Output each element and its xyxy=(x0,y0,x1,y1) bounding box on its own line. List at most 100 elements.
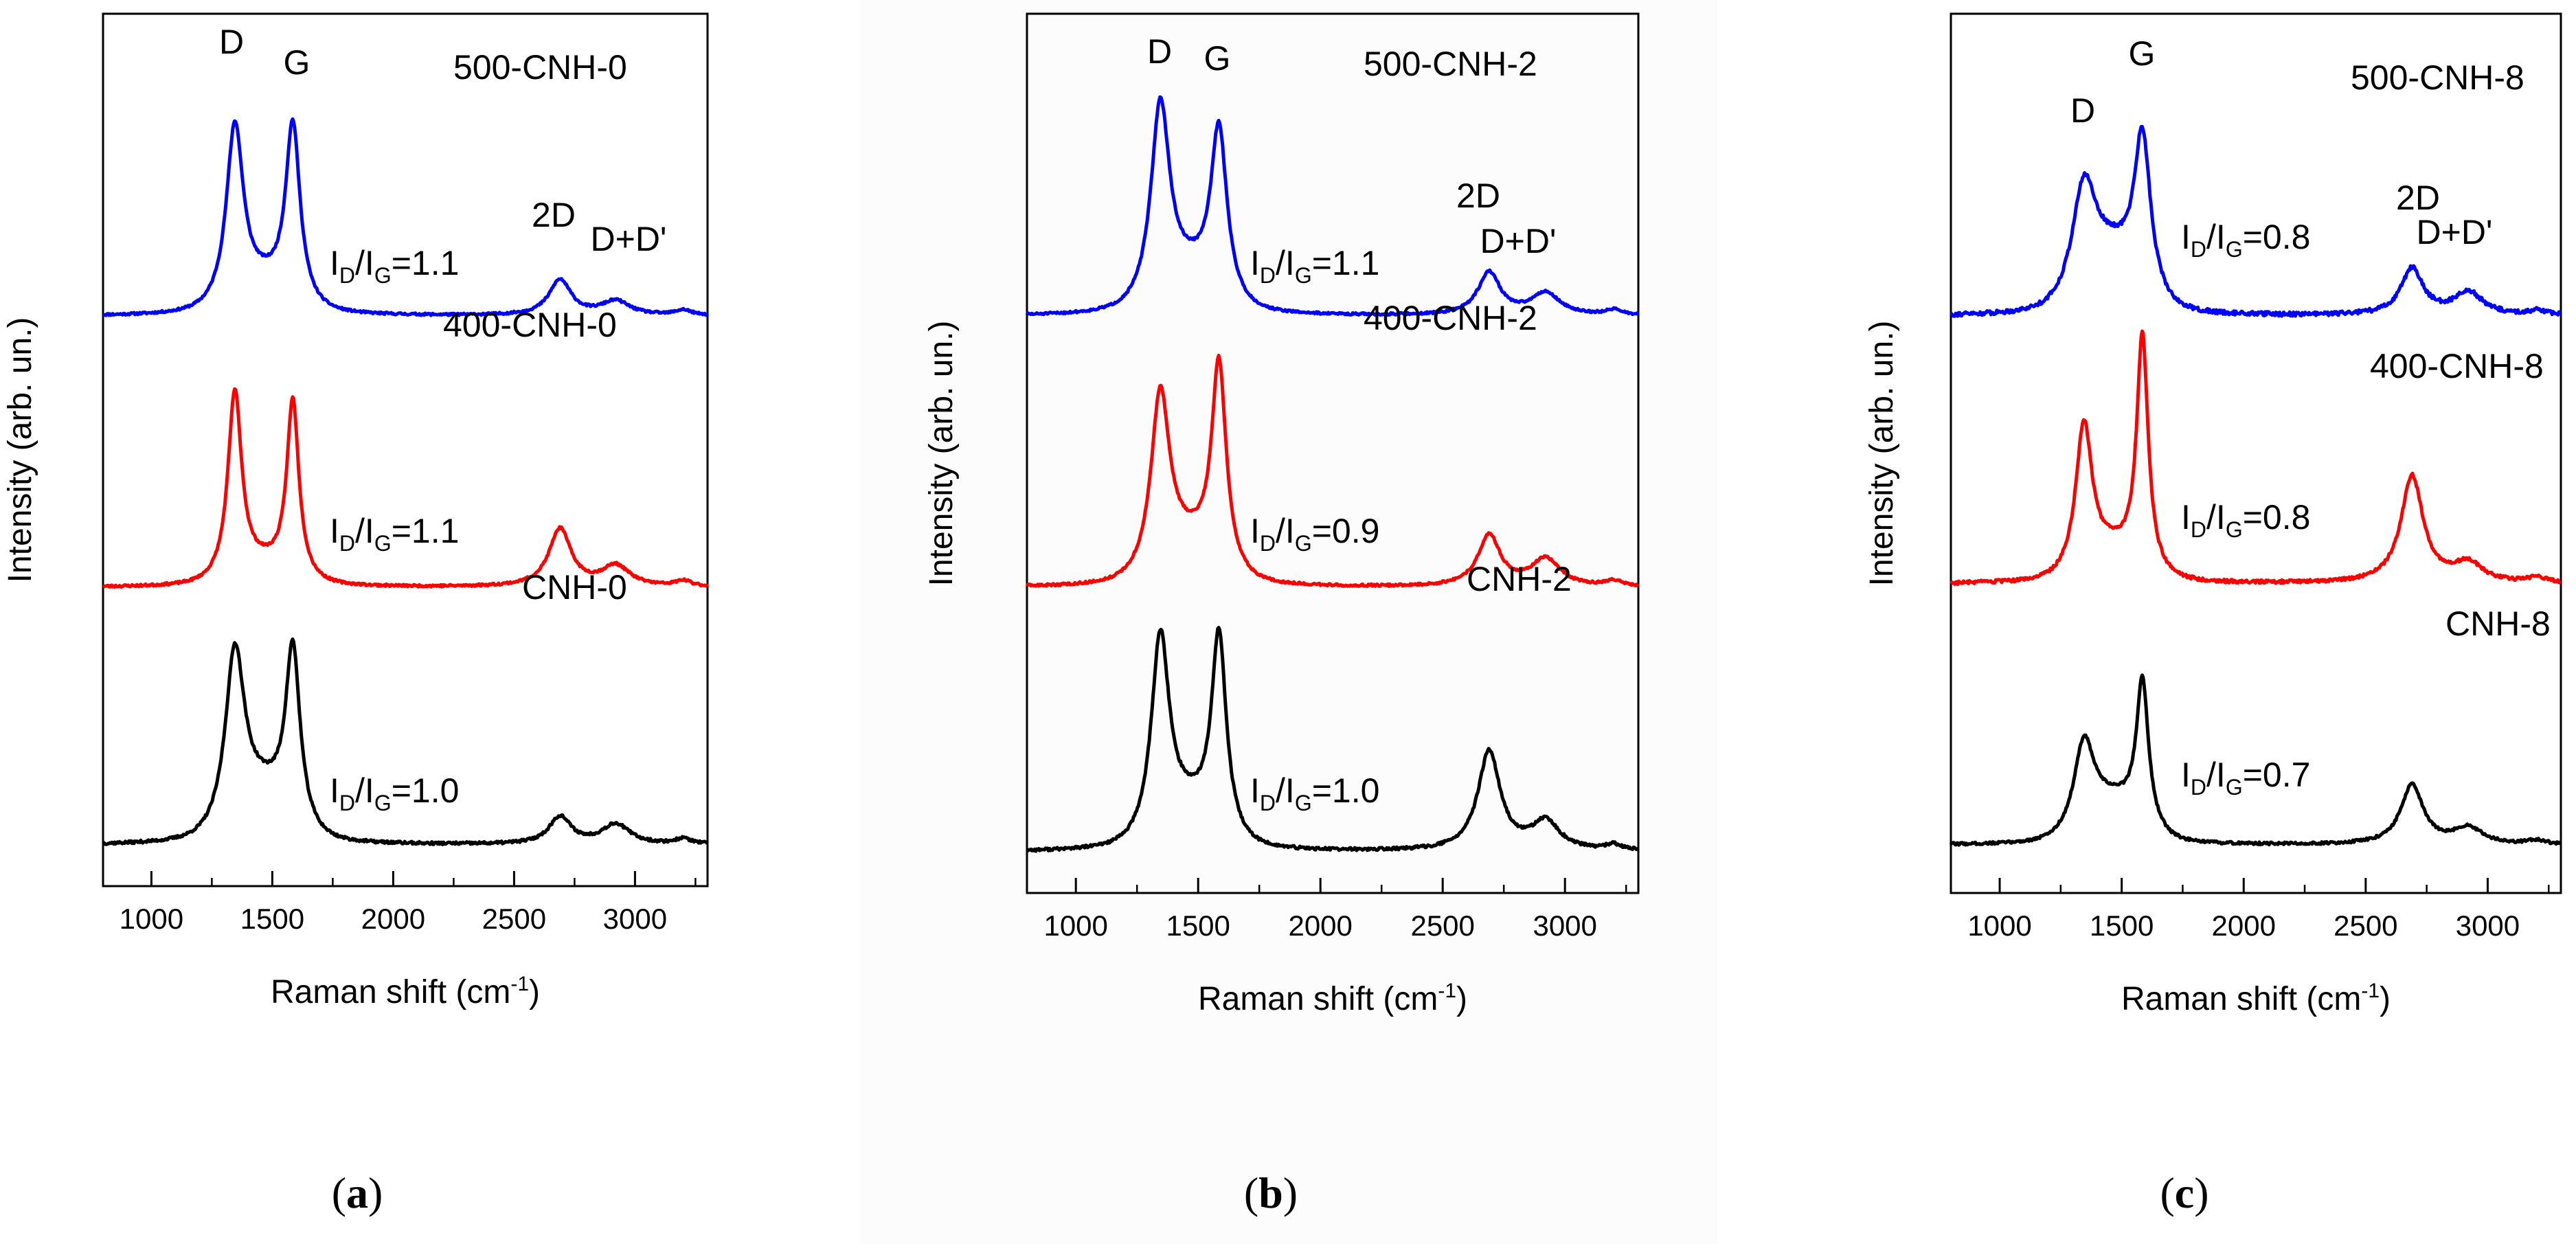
x-axis-label-suffix: ) xyxy=(2380,981,2391,1017)
x-tick-label: 2000 xyxy=(2212,909,2276,942)
series-name: 500-CNH-0 xyxy=(453,48,627,87)
ratio-sub-g: G xyxy=(2226,775,2243,800)
peak-label: D+D' xyxy=(1480,222,1557,260)
series-line xyxy=(102,637,709,846)
ratio-value: =0.9 xyxy=(1312,512,1380,550)
x-tick-label: 2000 xyxy=(361,903,425,935)
ratio-sub-d: D xyxy=(339,791,355,815)
x-axis-label-sup: -1 xyxy=(510,973,529,995)
ratio-i: I xyxy=(1250,512,1260,550)
ratio-i: I xyxy=(1250,771,1260,810)
ratio-value: =0.8 xyxy=(2243,498,2311,536)
panel-a: 1000 1500 2000 2500 3000 Raman shift (cm-1) In… xyxy=(0,0,859,1244)
x-tick-label: 1000 xyxy=(1043,909,1107,942)
x-axis-label-suffix: ) xyxy=(529,974,540,1010)
x-tick-label: 2500 xyxy=(1410,909,1474,942)
peak-label: 2D xyxy=(532,196,576,234)
x-tick-label: 1000 xyxy=(120,903,183,935)
x-tick-label: 2000 xyxy=(1288,909,1352,942)
ratio-i: I xyxy=(1250,244,1260,282)
ratio-value: =1.1 xyxy=(1312,244,1380,282)
id-ig-ratio: ID/IG=0.8 xyxy=(2181,218,2310,262)
y-axis-label: Intensity (arb. un.) xyxy=(1864,321,1900,587)
id-ig-ratio: ID/IG=0.8 xyxy=(2181,498,2310,542)
series-name: 500-CNH-8 xyxy=(2351,58,2524,97)
ratio-sub-d: D xyxy=(1260,531,1276,556)
id-ig-ratio: ID/IG=1.1 xyxy=(330,512,459,556)
ratio-sub-d: D xyxy=(339,263,355,288)
panel-c: 1000 1500 2000 2500 3000 Raman shift (cm-1) In… xyxy=(1717,0,2576,1244)
ratio-slash: /I xyxy=(355,244,374,282)
series-line xyxy=(1025,353,1640,588)
ratio-sub-d: D xyxy=(2191,237,2206,262)
series-line xyxy=(102,387,709,589)
ratio-sub-d: D xyxy=(2191,517,2206,542)
ratio-sub-d: D xyxy=(1260,263,1276,288)
ratio-slash: /I xyxy=(1276,244,1295,282)
x-axis-label: Raman shift (cm-1) xyxy=(1198,980,1467,1017)
ratio-i: I xyxy=(2181,498,2191,536)
ratio-value: =1.1 xyxy=(392,244,460,282)
series-name: CNH-2 xyxy=(1467,560,1572,598)
ratio-i: I xyxy=(330,512,339,550)
series-line xyxy=(1950,329,2562,587)
x-tick-label: 3000 xyxy=(2456,909,2520,942)
series-name: CNH-0 xyxy=(522,568,627,607)
ratio-sub-g: G xyxy=(2226,517,2243,542)
ratio-sub-g: G xyxy=(1295,531,1312,556)
caption-a: (a) xyxy=(331,1168,383,1217)
x-axis-label-sup: -1 xyxy=(2361,980,2380,1002)
series-line xyxy=(1026,626,1640,853)
id-ig-ratio: ID/IG=1.0 xyxy=(1250,771,1379,815)
ratio-slash: /I xyxy=(355,771,374,810)
ratio-value: =0.7 xyxy=(2243,756,2311,794)
ratio-sub-g: G xyxy=(2226,237,2243,262)
chart-c: 1000 1500 2000 2500 3000 Raman shift (cm-1) In… xyxy=(1864,12,2562,1017)
ratio-sub-d: D xyxy=(339,531,355,556)
series-name: 400-CNH-0 xyxy=(443,306,617,344)
plot-frame xyxy=(1026,12,1640,894)
chart-a: 1000 1500 2000 2500 3000 Raman shift (cm-1) In… xyxy=(2,12,710,1010)
ratio-sub-d: D xyxy=(1260,791,1276,815)
ratio-slash: /I xyxy=(2206,498,2226,536)
chart-b: 1000 1500 2000 2500 3000 Raman shift (cm-1) In… xyxy=(923,12,1640,1017)
peak-label: D+D' xyxy=(591,220,667,258)
x-axis-label: Raman shift (cm-1) xyxy=(271,973,540,1010)
series-line xyxy=(102,117,710,317)
ratio-sub-g: G xyxy=(1295,791,1312,815)
x-tick-label: 3000 xyxy=(1533,909,1596,942)
x-axis-label-sup: -1 xyxy=(1438,980,1456,1002)
ratio-sub-g: G xyxy=(374,263,392,288)
panel-b: 1000 1500 2000 2500 3000 Raman shift (cm-1) In… xyxy=(859,0,1717,1244)
plot-frame xyxy=(1950,12,2562,894)
ratio-value: =0.8 xyxy=(2243,218,2311,256)
ratio-slash: /I xyxy=(1276,512,1295,550)
ratio-value: =1.1 xyxy=(392,512,460,550)
caption-c: (c) xyxy=(2160,1168,2209,1217)
x-tick-label: 1000 xyxy=(1967,909,2031,942)
ratio-slash: /I xyxy=(2206,756,2226,794)
x-tick-label: 1500 xyxy=(1166,909,1230,942)
plot-frame xyxy=(102,12,709,887)
x-tick-label: 1500 xyxy=(240,903,304,935)
series-name: 400-CNH-2 xyxy=(1364,299,1537,337)
x-axis-label-suffix: ) xyxy=(1456,981,1467,1017)
peak-label: 2D xyxy=(2396,179,2440,217)
caption-b: (b) xyxy=(1243,1168,1298,1217)
id-ig-ratio: ID/IG=1.1 xyxy=(1250,244,1379,288)
x-tick-label: 3000 xyxy=(603,903,667,935)
peak-label: G xyxy=(1204,39,1231,78)
ratio-i: I xyxy=(2181,218,2191,256)
id-ig-ratio: ID/IG=1.1 xyxy=(330,244,459,288)
ratio-i: I xyxy=(330,244,339,282)
peak-label: G xyxy=(284,43,310,82)
peak-label: D xyxy=(1147,32,1172,71)
y-axis-label: Intensity (arb. un.) xyxy=(923,321,960,587)
series-name: CNH-8 xyxy=(2445,604,2551,643)
x-tick-label: 2500 xyxy=(2334,909,2397,942)
x-axis-label: Raman shift (cm-1) xyxy=(2121,980,2391,1017)
x-tick-label: 2500 xyxy=(482,903,546,935)
id-ig-ratio: ID/IG=0.7 xyxy=(2181,756,2310,800)
y-axis-label: Intensity (arb. un.) xyxy=(2,317,38,583)
ratio-sub-g: G xyxy=(1295,263,1312,288)
